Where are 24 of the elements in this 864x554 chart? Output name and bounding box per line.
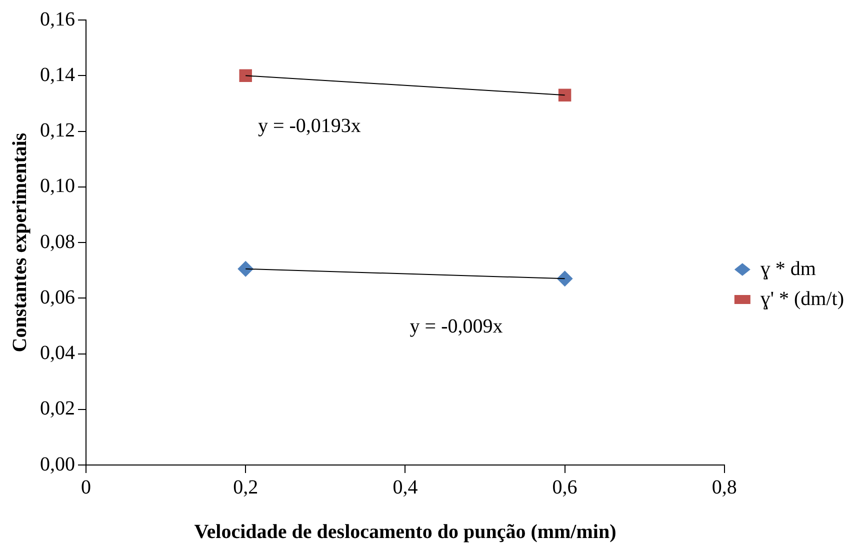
- y-axis-title: Constantes experimentais: [9, 132, 32, 352]
- y-tick-label: 0,10: [40, 175, 75, 198]
- x-tick-label: 0,6: [552, 476, 578, 498]
- legend-label: ɣ' * (dm/t): [760, 288, 844, 310]
- point: [558, 88, 572, 102]
- point: [238, 260, 254, 277]
- x-axis-title: Velocidade de deslocamento do punção (mm/min): [194, 521, 616, 544]
- x-tick-label: 0,4: [392, 476, 418, 498]
- y-tick-label: 0,02: [40, 398, 75, 420]
- x-tick-label: 0,8: [712, 476, 737, 498]
- y-tick-label: 0,00: [40, 453, 75, 476]
- y-tick-label: 0,14: [40, 64, 75, 86]
- point: [556, 270, 573, 287]
- y-tick-label: 0,06: [40, 286, 75, 308]
- annotation: y = -0,009x: [410, 315, 503, 338]
- point: [239, 69, 252, 82]
- y-tick-label: 0,04: [40, 342, 75, 364]
- x-tick-label: 0,2: [233, 476, 258, 498]
- y-tick-label: 0,12: [40, 120, 75, 142]
- y-tick-label: 0,16: [40, 8, 75, 30]
- legend-label: ɣ * dm: [760, 258, 816, 280]
- x-tick-label: 0: [81, 476, 91, 498]
- y-tick-label: 0,08: [40, 230, 75, 253]
- annotation: y = -0,0193x: [258, 115, 361, 138]
